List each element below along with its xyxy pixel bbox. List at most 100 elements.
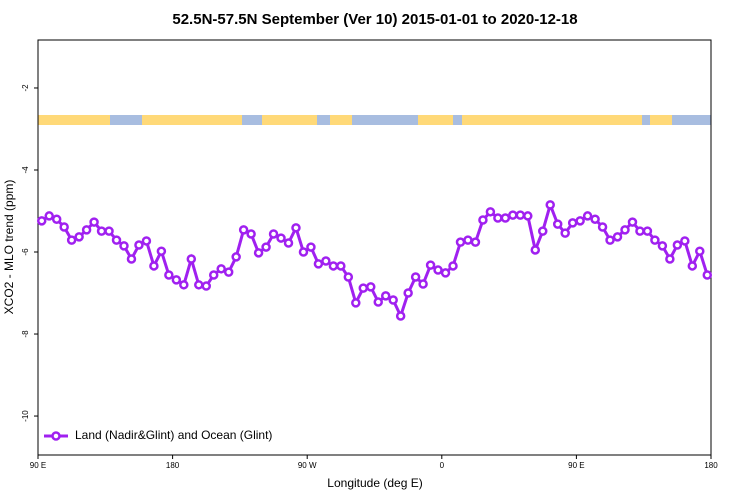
data-point bbox=[425, 260, 436, 270]
data-point bbox=[126, 254, 137, 264]
data-point bbox=[418, 279, 428, 289]
data-point bbox=[66, 235, 77, 245]
data-point bbox=[538, 226, 548, 236]
data-point bbox=[89, 217, 99, 227]
x-tick-label: 90 E bbox=[568, 461, 584, 470]
data-point bbox=[687, 261, 698, 271]
land-strip bbox=[38, 115, 110, 125]
ocean-strip bbox=[38, 115, 711, 125]
x-tick-label: 180 bbox=[704, 461, 718, 470]
data-point bbox=[283, 238, 294, 248]
data-point bbox=[186, 254, 197, 264]
y-tick-label: -4 bbox=[21, 166, 30, 174]
data-point bbox=[530, 245, 541, 255]
data-point bbox=[500, 213, 511, 223]
data-point bbox=[642, 226, 653, 236]
data-point bbox=[552, 219, 563, 229]
data-point bbox=[508, 210, 518, 220]
data-point bbox=[164, 270, 174, 280]
data-point bbox=[321, 256, 331, 266]
data-point bbox=[104, 226, 114, 236]
data-point bbox=[201, 281, 211, 291]
y-tick-label: -6 bbox=[21, 248, 30, 256]
data-point bbox=[343, 272, 354, 282]
land-ocean-strip bbox=[38, 115, 711, 125]
y-tick-label: -8 bbox=[21, 330, 30, 338]
data-point bbox=[515, 210, 526, 220]
data-point bbox=[470, 237, 481, 247]
x-tick-label: 90 E bbox=[30, 461, 46, 470]
data-point bbox=[336, 261, 346, 271]
land-strip bbox=[462, 115, 642, 125]
data-point bbox=[194, 280, 204, 290]
data-point bbox=[74, 232, 84, 242]
data-point bbox=[560, 228, 570, 238]
data-point bbox=[268, 229, 279, 239]
data-point bbox=[351, 298, 361, 308]
data-point bbox=[171, 275, 182, 285]
data-point bbox=[96, 226, 107, 236]
data-point bbox=[702, 270, 713, 280]
data-point bbox=[238, 225, 249, 235]
data-point bbox=[665, 254, 675, 264]
x-tick-label: 180 bbox=[166, 461, 180, 470]
y-axis-label: XCO2 - MLO trend (ppm) bbox=[2, 180, 16, 315]
data-point bbox=[395, 311, 406, 321]
data-point bbox=[291, 223, 301, 233]
data-point bbox=[485, 207, 496, 217]
legend-marker bbox=[51, 431, 61, 441]
data-point bbox=[590, 214, 600, 224]
data-point bbox=[403, 288, 413, 298]
data-point bbox=[298, 247, 309, 257]
data-point bbox=[59, 222, 69, 232]
chart-title: 52.5N-57.5N September (Ver 10) 2015-01-0… bbox=[172, 11, 577, 28]
data-point bbox=[358, 283, 369, 293]
data-point bbox=[478, 215, 488, 225]
data-point bbox=[253, 248, 264, 258]
data-point bbox=[306, 242, 316, 252]
data-point bbox=[605, 235, 615, 245]
data-point bbox=[81, 225, 92, 235]
data-point bbox=[410, 272, 421, 282]
data-point bbox=[276, 233, 286, 243]
data-point bbox=[523, 211, 533, 221]
data-point bbox=[575, 216, 585, 226]
data-point bbox=[612, 232, 623, 242]
data-point bbox=[51, 214, 62, 224]
data-point bbox=[156, 246, 167, 256]
data-point bbox=[134, 240, 144, 250]
data-point bbox=[440, 268, 451, 278]
land-strip bbox=[142, 115, 242, 125]
data-point bbox=[380, 291, 391, 301]
data-point bbox=[567, 218, 578, 228]
land-strip bbox=[262, 115, 317, 125]
data-point bbox=[388, 295, 398, 305]
data-point bbox=[149, 261, 159, 271]
data-point bbox=[597, 222, 608, 232]
data-point bbox=[455, 237, 466, 247]
data-point bbox=[36, 216, 47, 226]
data-point bbox=[627, 217, 638, 227]
data-point bbox=[582, 211, 593, 221]
data-point bbox=[650, 235, 660, 245]
x-tick-label: 90 W bbox=[298, 461, 317, 470]
y-tick-label: -2 bbox=[21, 84, 30, 92]
plot-frame bbox=[37, 39, 712, 456]
data-point bbox=[433, 265, 443, 275]
data-point bbox=[119, 241, 129, 251]
data-point bbox=[635, 226, 645, 236]
land-strip bbox=[330, 115, 352, 125]
land-strip bbox=[418, 115, 453, 125]
data-point bbox=[223, 267, 234, 277]
data-point bbox=[545, 200, 555, 210]
x-tick-label: 0 bbox=[440, 461, 445, 470]
data-point bbox=[680, 236, 690, 246]
data-point bbox=[366, 282, 376, 292]
data-point bbox=[208, 270, 219, 280]
data-point bbox=[672, 240, 683, 250]
y-tick-label: -10 bbox=[21, 410, 30, 422]
data-point bbox=[313, 259, 324, 269]
data-point bbox=[141, 236, 152, 246]
